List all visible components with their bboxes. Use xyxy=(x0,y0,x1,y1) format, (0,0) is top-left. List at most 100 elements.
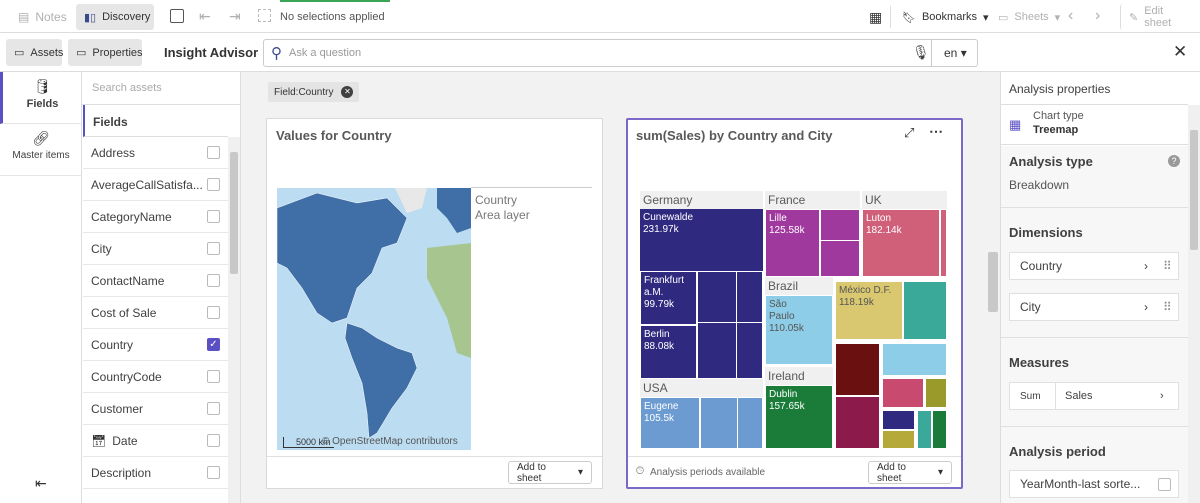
edit-sheet-button[interactable]: ✎ Edit sheet xyxy=(1120,4,1200,30)
analysis-type-label: Analysis type xyxy=(1009,154,1093,169)
treemap-cell[interactable] xyxy=(820,209,860,277)
mic-icon[interactable]: 🎙︎ xyxy=(912,44,930,60)
cell-value: 182.14k xyxy=(866,225,902,236)
field-row[interactable]: AverageCallSatisfa... xyxy=(83,169,228,201)
treemap-cell[interactable] xyxy=(835,396,880,449)
field-checkbox[interactable] xyxy=(207,466,220,479)
treemap-cell[interactable] xyxy=(700,397,763,449)
treemap-cell[interactable]: Berlin 88.08k xyxy=(640,325,697,379)
divider xyxy=(471,187,592,188)
clear-icon[interactable] xyxy=(258,9,271,22)
north-america xyxy=(277,192,408,324)
field-checkbox[interactable] xyxy=(207,434,220,447)
field-checkbox[interactable] xyxy=(207,274,220,287)
field-checkbox[interactable] xyxy=(207,146,220,159)
treemap-cell[interactable] xyxy=(882,378,924,408)
field-row[interactable]: Description xyxy=(83,457,228,489)
main-scrollbar-thumb[interactable] xyxy=(988,252,998,312)
field-checkbox[interactable] xyxy=(207,402,220,415)
field-row[interactable]: CountryCode xyxy=(83,361,228,393)
forward-icon[interactable]: ⇥ xyxy=(229,8,241,24)
dimension-item[interactable]: City › ⠿ xyxy=(1009,293,1179,321)
treemap-cell[interactable] xyxy=(917,410,932,449)
chart-type-selector[interactable] xyxy=(1001,105,1188,145)
filter-chip[interactable]: Field:Country ✕ xyxy=(268,82,360,102)
grid-icon[interactable]: ▦ xyxy=(869,9,883,25)
treemap-cell[interactable] xyxy=(932,410,947,449)
field-checkbox[interactable] xyxy=(207,242,220,255)
treemap-cell[interactable] xyxy=(882,343,947,376)
field-row[interactable]: ContactName xyxy=(83,265,228,297)
treemap-cell[interactable] xyxy=(697,271,763,379)
cell-value: 110.05k xyxy=(769,323,804,334)
fields-tab[interactable]: 🛢︎ Fields xyxy=(0,72,82,124)
help-icon[interactable]: ? xyxy=(1168,155,1180,167)
field-checkbox[interactable] xyxy=(207,210,220,223)
treemap-cell[interactable]: México D.F. 118.19k xyxy=(835,281,903,340)
search-box[interactable] xyxy=(263,39,978,67)
smart-search-icon[interactable] xyxy=(170,9,184,23)
treemap-cell[interactable]: Luton 182.14k xyxy=(862,209,940,277)
chip-remove[interactable]: ✕ xyxy=(341,86,354,98)
sheets-button[interactable]: ▭ Sheets ▾ xyxy=(990,4,1068,30)
field-row[interactable]: 📅︎ Date xyxy=(83,425,228,457)
close-button[interactable]: ✕ xyxy=(1173,42,1188,61)
assets-button[interactable]: ▭ Assets xyxy=(6,39,63,66)
treemap-cell[interactable] xyxy=(882,410,915,430)
field-row[interactable]: CategoryName xyxy=(83,201,228,233)
treemap-cell[interactable]: Lille 125.58k xyxy=(765,209,820,277)
next-sheet[interactable]: › xyxy=(1095,7,1101,24)
collapse-button[interactable]: ⇤ xyxy=(35,475,47,491)
field-row[interactable]: Country xyxy=(83,329,228,361)
field-checkbox[interactable] xyxy=(207,370,220,383)
period-checkbox[interactable] xyxy=(1158,477,1171,491)
treemap-cell[interactable] xyxy=(882,430,915,449)
treemap-cell[interactable]: Frankfurt a.M. 99.79k xyxy=(640,271,697,325)
treemap-cell[interactable] xyxy=(940,209,947,277)
discovery-button[interactable]: ▮▯ Discovery xyxy=(76,4,154,30)
treemap-cell[interactable]: Eugene 105.5k xyxy=(640,397,700,449)
bookmarks-button[interactable]: 🔖︎ Bookmarks ▾ xyxy=(894,4,997,30)
field-checkbox[interactable] xyxy=(207,306,220,319)
fields-header: Fields xyxy=(83,105,228,137)
expand-icon[interactable]: ⤢ xyxy=(904,125,915,140)
back-icon[interactable]: ⇤ xyxy=(199,8,211,24)
add-to-sheet-button[interactable]: Add to sheet ▾ xyxy=(508,461,592,484)
treemap-cell[interactable] xyxy=(925,378,947,408)
master-items-tab[interactable]: 🔗︎ Master items xyxy=(0,124,82,176)
field-row[interactable]: City xyxy=(83,233,228,265)
field-row[interactable]: Customer xyxy=(83,393,228,425)
more-icon[interactable]: ⋯ xyxy=(929,123,943,139)
notes-button[interactable]: ▤ Notes xyxy=(10,5,75,29)
language-select[interactable]: en ▾ xyxy=(944,46,967,60)
add-to-sheet-button[interactable]: Add to sheet ▾ xyxy=(868,461,952,484)
dimension-item[interactable]: Country › ⠿ xyxy=(1009,252,1179,280)
fields-search[interactable]: Search assets xyxy=(92,82,162,94)
period-item[interactable]: YearMonth-last sorte... xyxy=(1009,470,1179,498)
filter-chip-label: Field:Country xyxy=(274,86,334,98)
map-legend-title: Country xyxy=(475,193,518,207)
treemap-cell[interactable]: Dublin 157.65k xyxy=(765,385,833,449)
europe xyxy=(437,188,471,233)
field-checkbox[interactable]: ✓ xyxy=(207,338,220,351)
properties-button[interactable]: ▭ Properties xyxy=(68,39,143,66)
treemap-cell[interactable] xyxy=(903,281,947,340)
panel-header: Analysis properties xyxy=(1009,82,1111,96)
cell-value: 88.08k xyxy=(644,341,675,352)
field-checkbox[interactable] xyxy=(207,178,220,191)
treemap: Germany Cunewalde 231.97k Frankfurt a.M. 9… xyxy=(640,191,947,449)
treemap-cell[interactable]: Cunewalde 231.97k xyxy=(640,209,763,271)
prev-sheet[interactable]: ‹ xyxy=(1068,7,1074,24)
analysis-type-value: Breakdown xyxy=(1009,178,1070,192)
footer-note: Analysis periods available xyxy=(650,467,766,478)
treemap-cell[interactable] xyxy=(835,343,880,396)
measure-item[interactable]: Sum Sales › xyxy=(1009,382,1179,410)
bookmark-icon: 🔖︎ xyxy=(902,11,916,24)
treemap-cell[interactable]: São Paulo 110.05k xyxy=(765,295,833,365)
scrollbar-thumb[interactable] xyxy=(230,152,238,274)
group-header: Ireland xyxy=(765,367,833,385)
field-row[interactable]: Address xyxy=(83,137,228,169)
panel-scrollbar-thumb[interactable] xyxy=(1190,130,1198,250)
fields-tab-label: Fields xyxy=(26,98,59,110)
field-row[interactable]: Cost of Sale xyxy=(83,297,228,329)
